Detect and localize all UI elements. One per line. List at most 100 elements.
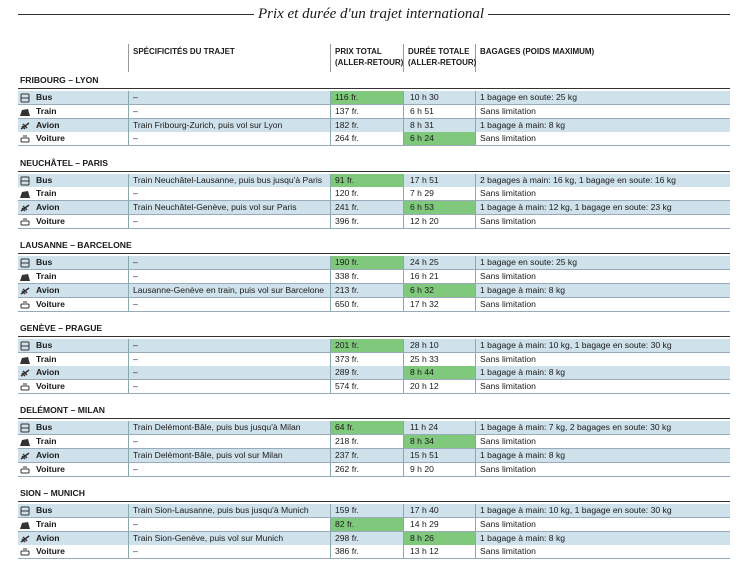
section-rule [18, 335, 730, 337]
baggage: 1 bagage en soute: 25 kg [480, 257, 577, 268]
cell-divider [475, 118, 476, 132]
mode-icon [20, 439, 30, 447]
price: 137 fr. [335, 105, 359, 116]
header-divider [475, 44, 476, 72]
mode: Avion [36, 367, 60, 378]
cell-divider [330, 352, 331, 366]
section-title: FRIBOURG – LYON [20, 75, 99, 85]
duration: 15 h 51 [410, 450, 439, 460]
route: – [133, 339, 138, 350]
row-bg [18, 132, 730, 147]
baggage: 1 bagage à main: 10 kg, 1 bagage en sout… [480, 505, 672, 515]
section-rule [18, 88, 730, 89]
mode: Bus [36, 422, 53, 433]
cell-divider [330, 256, 331, 270]
cell-divider [330, 270, 331, 283]
highlight-cell [404, 531, 475, 545]
route: – [133, 381, 138, 392]
cell-divider [330, 283, 331, 297]
baggage: Sans limitation [480, 381, 536, 392]
price: 650 fr. [335, 298, 359, 309]
price: 338 fr. [335, 271, 359, 281]
mode: Avion [36, 450, 60, 460]
route: – [133, 257, 138, 268]
baggage: 1 bagage en soute: 25 kg [480, 92, 577, 102]
cell-divider [128, 187, 129, 201]
route: Train Delémont-Bâle, puis vol sur Milan [133, 450, 283, 460]
duration: 10 h 30 [410, 92, 439, 102]
cell-divider [330, 435, 331, 449]
highlight-cell [331, 256, 403, 270]
cell-divider [475, 517, 476, 531]
duration: 11 h 24 [410, 422, 439, 433]
cell-divider [475, 352, 476, 366]
route: – [133, 367, 138, 378]
cell-divider [403, 215, 404, 228]
cell-divider [475, 201, 476, 215]
highlight-cell [331, 338, 403, 352]
price: 386 fr. [335, 546, 359, 557]
duration: 17 h 32 [410, 298, 439, 309]
baggage: 1 bagage à main: 8 kg [480, 284, 566, 295]
baggage: Sans limitation [480, 188, 536, 199]
price: 289 fr. [335, 367, 359, 378]
mode-icon [20, 218, 30, 226]
price: 213 fr. [335, 284, 359, 295]
baggage: Sans limitation [480, 518, 536, 529]
cell-divider [128, 283, 129, 297]
cell-divider [475, 104, 476, 118]
cell-divider [403, 187, 404, 201]
price: 264 fr. [335, 133, 359, 144]
mode-icon [20, 466, 30, 474]
section-title: GENÈVE – PRAGUE [20, 322, 103, 333]
header-route: SPÉCIFICITÉS DU TRAJET [133, 47, 235, 56]
mode: Bus [36, 339, 53, 350]
mode: Bus [36, 174, 53, 185]
duration: 8 h 34 [410, 436, 434, 447]
cell-divider [475, 215, 476, 228]
cell-divider [475, 435, 476, 449]
route: Train Neuchâtel-Lausanne, puis bus jusqu… [133, 174, 323, 185]
cell-divider [403, 380, 404, 394]
mode: Train [36, 188, 57, 199]
highlight-cell [404, 201, 475, 215]
mode-icon [20, 506, 30, 516]
duration: 13 h 12 [410, 546, 439, 557]
route: Train Neuchâtel-Genève, puis vol sur Par… [133, 202, 297, 213]
mode: Avion [36, 532, 60, 543]
cell-divider [475, 531, 476, 545]
duration: 25 h 33 [410, 353, 439, 364]
highlight-cell [404, 435, 475, 449]
header-duration: DURÉE TOTALE [408, 47, 470, 56]
mode: Train [36, 353, 57, 364]
cell-divider [403, 297, 404, 311]
header-baggage: BAGAGES (POIDS MAXIMUM) [480, 47, 595, 56]
cell-divider [128, 435, 129, 449]
cell-divider [403, 435, 404, 449]
header-divider [128, 44, 129, 72]
baggage: 1 bagage à main: 8 kg [480, 532, 566, 543]
cell-divider [475, 270, 476, 283]
header-price: (ALLER-RETOUR) [335, 58, 404, 67]
cell-divider [475, 91, 476, 104]
row-bg [18, 462, 730, 477]
route: Train Sion-Lausanne, puis bus jusqu'à Mu… [133, 505, 309, 515]
cell-divider [330, 421, 331, 435]
price: 237 fr. [335, 450, 359, 460]
header-divider [403, 44, 404, 72]
cell-divider [128, 297, 129, 311]
mode-icon [20, 191, 30, 199]
cell-divider [330, 132, 331, 146]
mode: Avion [36, 119, 60, 130]
section-title: DELÉMONT – MILAN [20, 405, 105, 416]
mode-icon [20, 121, 30, 130]
cell-divider [330, 449, 331, 462]
route: Train Fribourg-Zurich, puis vol sur Lyon [133, 119, 283, 130]
cell-divider [403, 338, 404, 352]
highlight-cell [331, 517, 403, 531]
row-bg [18, 545, 730, 560]
cell-divider [330, 366, 331, 380]
highlight-cell [331, 173, 403, 187]
duration: 6 h 24 [410, 133, 434, 144]
